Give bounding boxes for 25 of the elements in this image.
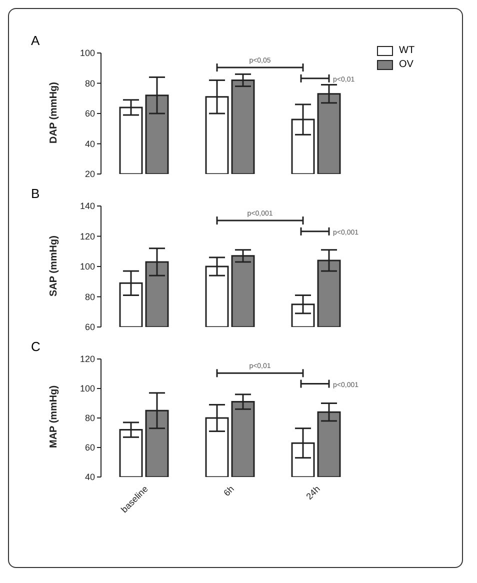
chart-title: B: [31, 186, 40, 201]
x-tick-label: 6h: [222, 484, 236, 498]
y-tick-label: 40: [84, 472, 95, 482]
y-tick-label: 100: [80, 262, 95, 272]
y-tick-label: 80: [84, 413, 95, 424]
y-tick-label: 80: [84, 292, 95, 302]
y-tick-label: 40: [84, 138, 95, 149]
y-axis-title: SAP (mmHg): [48, 236, 60, 296]
legend-label: OV: [399, 59, 414, 70]
y-tick-label: 140: [80, 201, 95, 212]
chart-title: C: [31, 339, 40, 354]
y-tick-label: 60: [84, 108, 95, 119]
x-tick-label: 24h: [304, 484, 322, 502]
y-axis-title: MAP (mmHg): [48, 385, 60, 448]
y-tick-label: 100: [80, 48, 95, 58]
y-axis-title: DAP (mmHg): [48, 82, 60, 144]
y-tick-label: 20: [84, 169, 95, 180]
legend-label: WT: [399, 45, 415, 56]
y-tick-label: 120: [80, 231, 95, 242]
y-tick-label: 60: [84, 442, 95, 453]
y-tick-label: 120: [80, 354, 95, 364]
chart-title: A: [31, 33, 40, 48]
y-tick-label: 60: [84, 322, 95, 332]
y-tick-label: 80: [84, 78, 95, 88]
y-tick-label: 100: [80, 384, 95, 394]
